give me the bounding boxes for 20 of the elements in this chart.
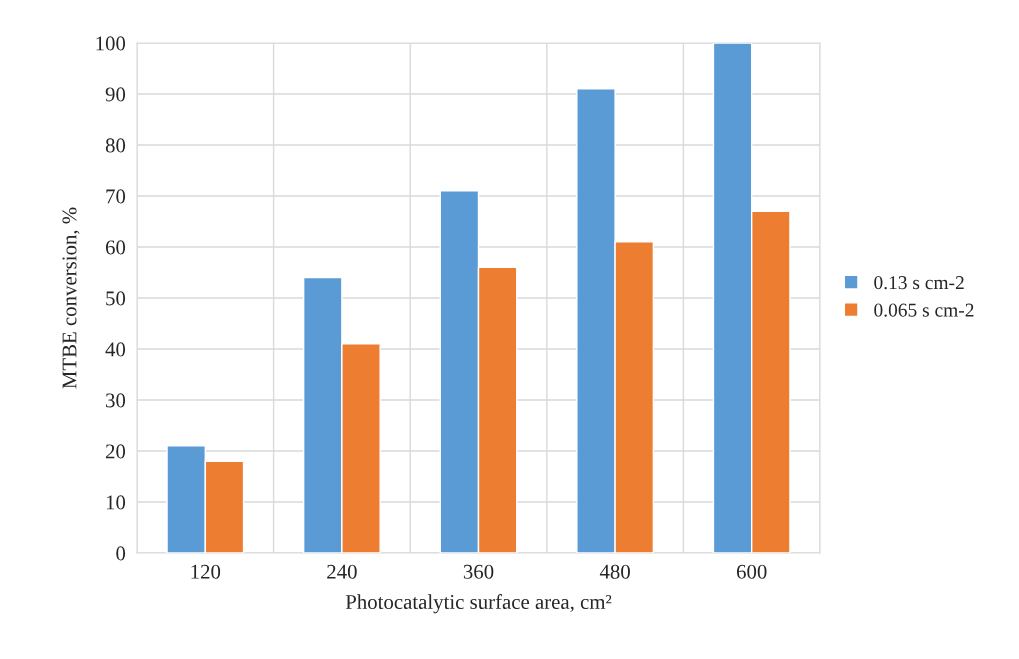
- x-tick-label: 480: [599, 564, 630, 579]
- y-tick-label: 20: [105, 444, 126, 459]
- y-tick-label: 40: [105, 342, 126, 357]
- y-tick-label: 50: [106, 291, 126, 306]
- x-tick-label: 360: [463, 564, 494, 579]
- y-axis-title: MTBE conversion, %: [62, 207, 80, 389]
- legend-label: 0.13 s cm-2: [874, 276, 964, 290]
- y-tick-label: 100: [96, 36, 126, 51]
- y-tick-label: 70: [106, 189, 126, 204]
- x-axis-title: Photocatalytic surface area, cm²: [345, 594, 612, 614]
- x-tick-label: 120: [191, 564, 221, 579]
- legend-label: 0.065 s cm-2: [874, 303, 974, 317]
- y-tick-label: 0: [116, 546, 126, 561]
- y-tick-label: 90: [105, 87, 126, 102]
- y-tick-label: 10: [106, 495, 126, 510]
- y-tick-label: 60: [105, 240, 126, 255]
- y-tick-label: 80: [105, 138, 126, 153]
- x-tick-label: 240: [327, 564, 357, 579]
- y-tick-label: 30: [106, 393, 126, 408]
- x-tick-label: 600: [736, 564, 767, 579]
